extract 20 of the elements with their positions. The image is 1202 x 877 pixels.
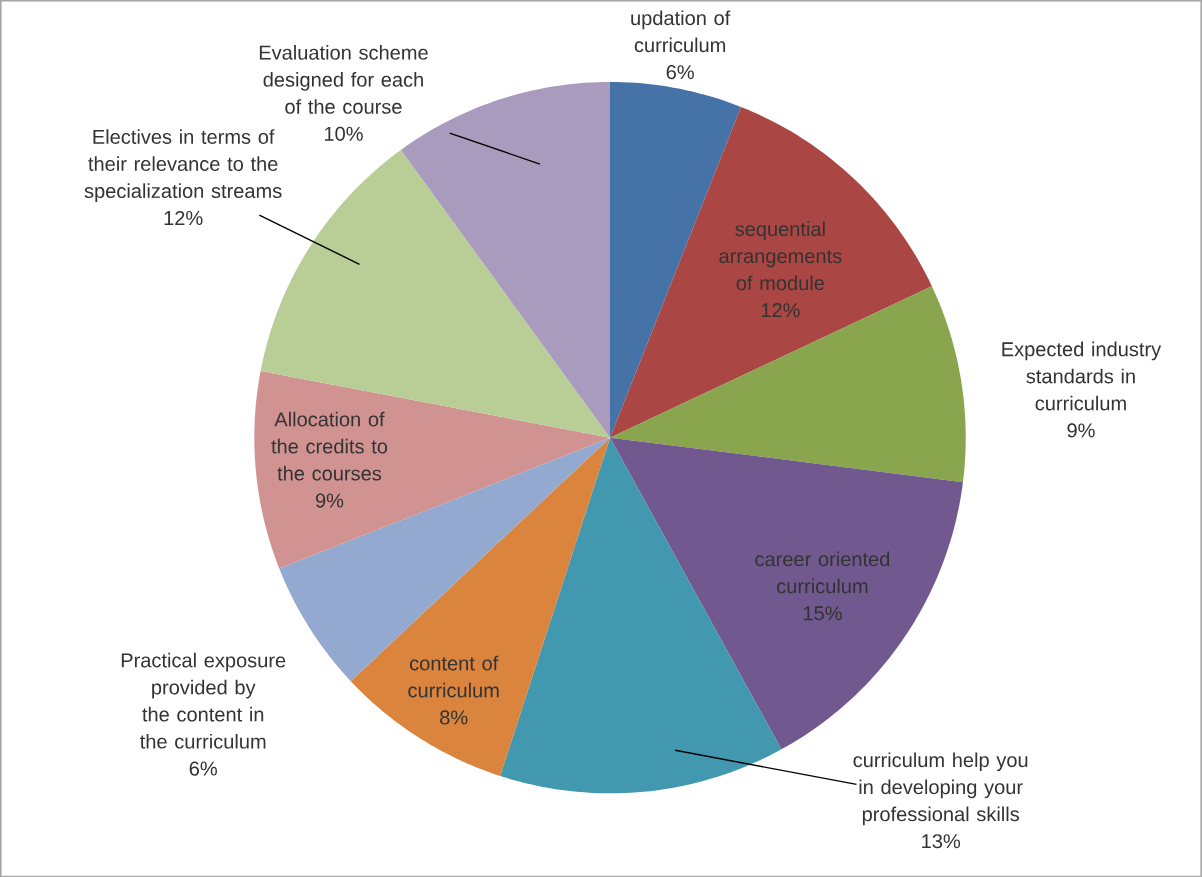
slice-label: Practical exposure provided by the content in the curriculum: [121, 652, 286, 749]
slice-label: Evaluation scheme designed for each of the course: [259, 44, 428, 114]
slice-label: Allocation of the credits to the courses: [271, 411, 388, 481]
slice-label: content of curriculum: [408, 655, 499, 698]
slice-label: Electives in terms of their relevance to the specialization streams: [84, 129, 282, 202]
data-label: 12%: [761, 302, 800, 318]
slice-label: sequential arrangements of module: [719, 221, 842, 291]
data-label: 13%: [922, 833, 961, 849]
data-label: 10%: [324, 126, 363, 141]
data-label: 6%: [189, 761, 217, 776]
data-label: 9%: [315, 493, 344, 508]
data-label: 15%: [803, 606, 842, 621]
data-label: 6%: [666, 64, 694, 80]
data-label: 9%: [1067, 423, 1095, 438]
data-label: 8%: [440, 710, 468, 725]
slice-label: career oriented curriculum: [755, 551, 890, 594]
slice-label: updation of curriculum: [631, 10, 731, 53]
data-label: 12%: [164, 210, 203, 225]
slice-label: curriculum help you in developing your professional skills: [853, 752, 1028, 826]
slice-label: Expected industry standards in curriculum: [1002, 341, 1162, 411]
